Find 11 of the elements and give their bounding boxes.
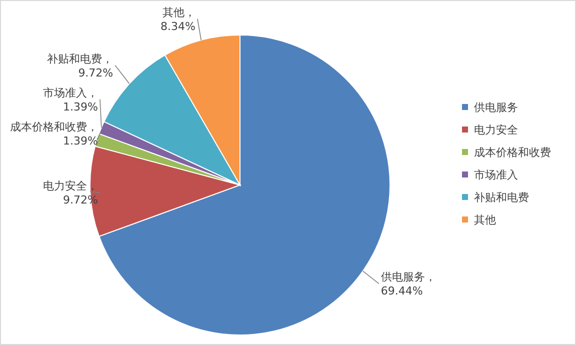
legend-label: 电力安全 bbox=[474, 124, 518, 136]
data-label: 市场准入， 1.39% bbox=[43, 86, 98, 114]
legend-label: 市场准入 bbox=[474, 168, 518, 182]
data-label: 供电服务， 69.44% bbox=[380, 270, 436, 298]
legend-label: 其他 bbox=[474, 214, 496, 226]
data-label: 成本价格和收费， 1.39% bbox=[10, 120, 98, 148]
data-label: 补贴和电费， 9.72% bbox=[47, 52, 114, 80]
data-label: 其他， 8.34% bbox=[160, 6, 196, 33]
legend-label: 成本价格和收费 bbox=[474, 146, 551, 159]
legend-label: 补贴和电费 bbox=[474, 191, 529, 204]
legend-label: 供电服务 bbox=[474, 101, 518, 114]
